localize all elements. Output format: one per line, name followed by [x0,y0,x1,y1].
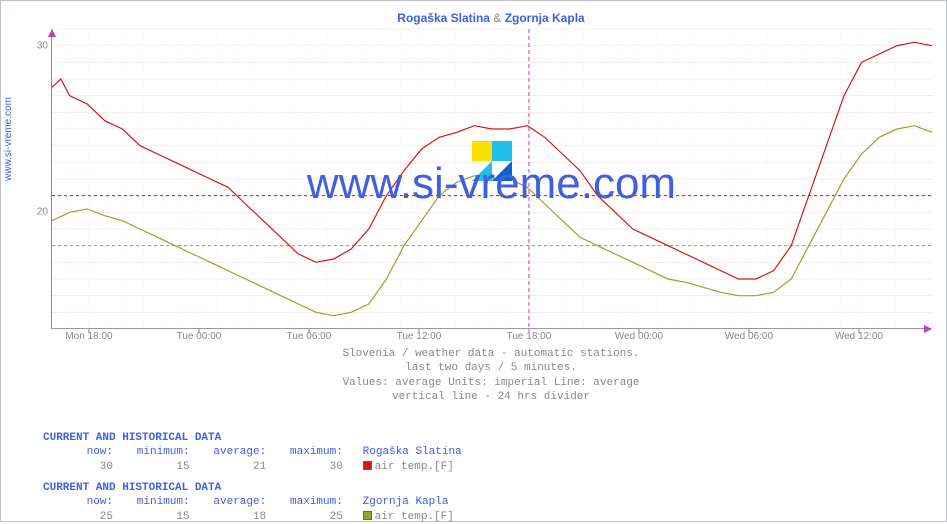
label-now: now: [43,495,113,509]
stats-block-a: CURRENT AND HISTORICAL DATA now: minimum… [43,431,462,474]
label-avg: average: [196,495,266,509]
chart-title: Rogaška Slatina & Zgornja Kapla [51,11,931,25]
title-series-b: Zgornja Kapla [505,11,585,25]
chart-frame: www.si-vreme.com Rogaška Slatina & Zgorn… [0,0,947,522]
plot-svg [52,29,932,329]
label-min: minimum: [120,495,190,509]
caption-line: Slovenia / weather data - automatic stat… [51,347,931,361]
x-tick-label: Wed 00:00 [615,331,663,342]
caption-line: last two days / 5 minutes. [51,361,931,375]
x-tick-label: Tue 00:00 [177,331,222,342]
x-tick-label: Tue 18:00 [507,331,552,342]
stats-labels-row: now: minimum: average: maximum: Zgornja … [43,495,454,509]
caption-line: vertical line - 24 hrs divider [51,390,931,404]
stats-labels-row: now: minimum: average: maximum: Rogaška … [43,445,462,459]
x-tick-label: Wed 06:00 [725,331,773,342]
y-tick-label: 30 [26,40,48,51]
value-min: 15 [120,460,190,474]
series-swatch-icon [363,511,372,520]
label-max: maximum: [273,495,343,509]
x-tick-label: Tue 12:00 [397,331,442,342]
label-max: maximum: [273,445,343,459]
series-swatch-icon [363,461,372,470]
title-ampersand: & [493,11,501,25]
plot-region: www.si-vreme.com 2030Mon 18:00Tue 00:00T… [51,29,931,329]
unit-label: air temp.[F] [375,460,454,474]
stats-header: CURRENT AND HISTORICAL DATA [43,481,454,495]
caption-block: Slovenia / weather data - automatic stat… [51,347,931,404]
stats-block-b: CURRENT AND HISTORICAL DATA now: minimum… [43,481,454,524]
y-tick-label: 20 [26,207,48,218]
x-tick-label: Tue 06:00 [287,331,332,342]
stats-series-name: Rogaška Slatina [363,445,462,459]
source-label-rotated: www.si-vreme.com [3,97,14,181]
stats-header: CURRENT AND HISTORICAL DATA [43,431,462,445]
title-series-a: Rogaška Slatina [397,11,490,25]
x-tick-label: Mon 18:00 [65,331,112,342]
value-max: 30 [273,460,343,474]
value-avg: 21 [196,460,266,474]
stats-values-row: 30 15 21 30 air temp.[F] [43,460,462,474]
stats-series-name: Zgornja Kapla [363,495,449,509]
value-now: 30 [43,460,113,474]
x-tick-label: Wed 12:00 [835,331,883,342]
label-min: minimum: [120,445,190,459]
label-now: now: [43,445,113,459]
chart-area: Rogaška Slatina & Zgornja Kapla www.si-v… [51,11,931,371]
label-avg: average: [196,445,266,459]
caption-line: Values: average Units: imperial Line: av… [51,376,931,390]
